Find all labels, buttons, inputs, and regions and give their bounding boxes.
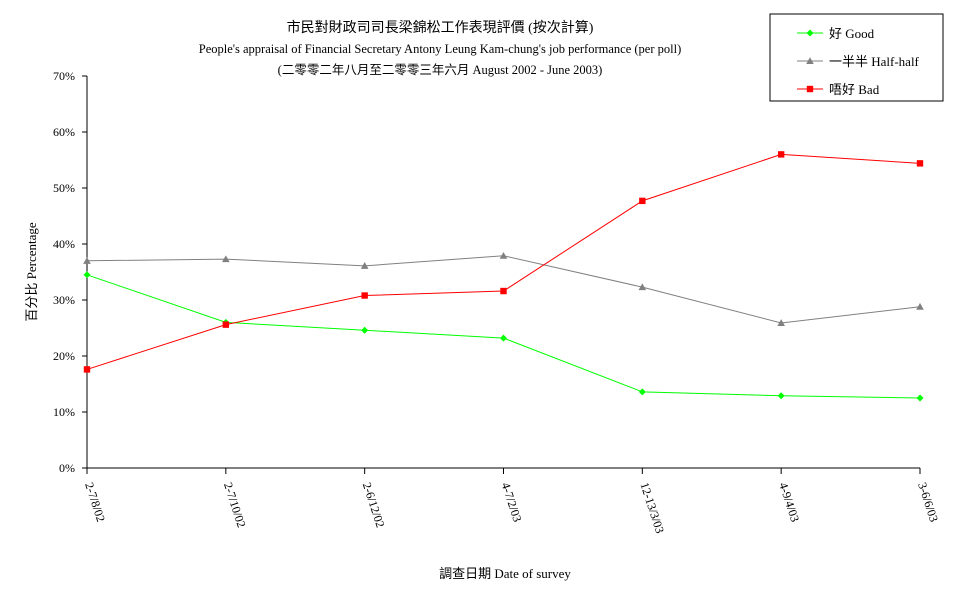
data-point (500, 287, 507, 295)
data-point (360, 262, 369, 269)
data-point (777, 319, 785, 326)
data-point (916, 394, 924, 402)
legend-entry-1: 一半半 Half-half (797, 54, 920, 69)
y-axis-title: 百分比 Percentage (24, 222, 39, 322)
y-tick-label: 40% (53, 237, 75, 251)
data-point (83, 271, 91, 279)
legend-marker (806, 29, 814, 37)
legend-label: 唔好 Bad (829, 82, 880, 97)
legend: 好 Good 一半半 Half-half 唔好 Bad (769, 13, 944, 102)
x-tick-label: 12-13/3/03 (637, 481, 667, 535)
chart-title: 市民對財政司司長梁錦松工作表現評價 (按次計算) (287, 19, 594, 36)
data-point (916, 302, 924, 310)
data-point (361, 292, 368, 299)
data-point (222, 321, 230, 328)
data-point (638, 283, 647, 291)
data-point (777, 151, 785, 158)
data-point (916, 160, 924, 167)
data-point (638, 388, 646, 396)
y-tick-label: 60% (53, 125, 75, 139)
x-axis-title: 調查日期 Date of survey (439, 566, 571, 581)
data-point (777, 392, 785, 400)
data-point (500, 334, 507, 342)
x-tick-label: 2-7/10/02 (221, 481, 249, 530)
legend-entry-0: 好 Good (797, 26, 875, 41)
y-tick-label: 30% (53, 293, 75, 307)
y-tick-label: 10% (53, 405, 75, 419)
series-1 (83, 251, 924, 326)
data-point (83, 366, 91, 373)
x-tick-label: 2-6/12/02 (360, 481, 388, 530)
chart-subtitle-date-range: (二零零二年八月至二零零三年六月 August 2002 - June 2003… (278, 63, 603, 77)
legend-box (769, 13, 944, 102)
axes (82, 75, 921, 474)
x-tick-label: 2-7/8/02 (82, 481, 108, 524)
y-tick-label: 20% (53, 349, 75, 363)
data-point (639, 197, 646, 205)
x-tick-label: 4-7/2/03 (499, 481, 525, 524)
data-point (83, 257, 91, 264)
legend-label: 好 Good (829, 26, 875, 41)
x-tick-label: 4-9/4/03 (776, 481, 802, 524)
y-tick-label: 0% (59, 461, 75, 475)
legend-marker (806, 85, 814, 93)
legend-entry-2: 唔好 Bad (797, 82, 880, 97)
legend-marker (806, 57, 814, 65)
series-2 (83, 151, 924, 373)
y-tick-labels: 0% 10% 20% 30% 40% 50% 60% 70% (53, 69, 75, 475)
data-point (361, 326, 369, 334)
data-point (222, 255, 230, 263)
data-point (499, 251, 508, 259)
x-tick-labels: 2-7/8/02 2-7/10/02 2-6/12/02 4-7/2/03 12-13/… (82, 481, 941, 535)
series-group (83, 151, 924, 402)
chart-subtitle: People's appraisal of Financial Secretar… (199, 42, 681, 56)
y-tick-label: 70% (53, 69, 75, 83)
y-tick-label: 50% (53, 181, 75, 195)
x-tick-label: 3-6/6/03 (915, 481, 941, 524)
legend-label: 一半半 Half-half (829, 54, 920, 69)
